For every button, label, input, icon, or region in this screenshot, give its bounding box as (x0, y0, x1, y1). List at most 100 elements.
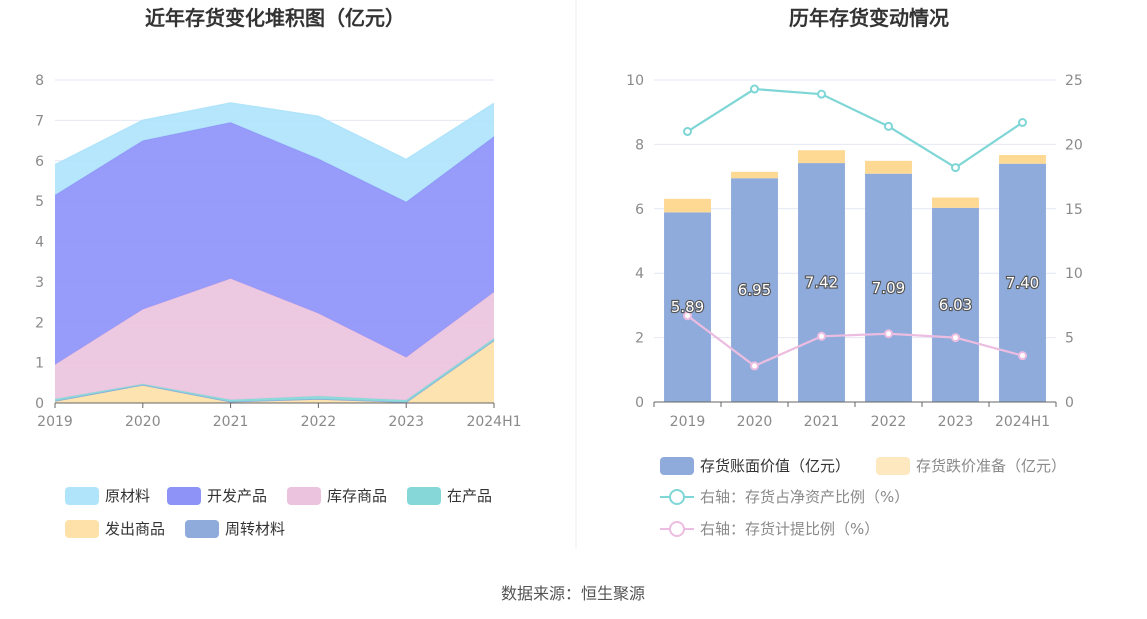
right-x-tick: 2022 (871, 414, 907, 430)
legend-swatch (876, 457, 910, 475)
right-legend: 存货账面价值（亿元） 存货跌价准备（亿元） 右轴：存货占净资产比例（%） 右轴：存货计… (660, 457, 1066, 538)
right-x-axis (653, 401, 1057, 407)
left-chart-title: 近年存货变化堆积图（亿元） (145, 6, 405, 30)
line-point-3 (884, 329, 893, 339)
line-series-2 (686, 87, 1024, 169)
right-x-tick: 2019 (670, 414, 706, 430)
left-x-tick: 2023 (388, 414, 424, 430)
bar-line-chart: 历年存货变动情况 5.89 6.95 7.42 7.09 6.03 7.40 0 2 4 6 8 1… (626, 6, 1083, 538)
right-x-tick: 2020 (737, 414, 773, 430)
right-y-ticks: 0 2 4 6 8 10 (626, 73, 644, 411)
left-x-tick: 2021 (213, 414, 249, 430)
bar-book-value (932, 207, 979, 402)
left-area-series (54, 102, 495, 403)
legend-label: 存货账面价值（亿元） (700, 457, 850, 475)
line-point-3 (1018, 351, 1027, 361)
right-y2-tick: 10 (1065, 266, 1083, 282)
right-y2-ticks: 0 5 10 15 20 25 (1065, 73, 1083, 411)
left-x-tick: 2019 (37, 414, 73, 430)
right-y-tick: 10 (626, 73, 644, 89)
left-y-tick: 0 (35, 396, 44, 412)
right-x-ticks: 2019 2020 2021 2022 2023 2024H1 (670, 414, 1050, 430)
bar-data-label: 7.09 (872, 279, 905, 297)
legend-swatch (407, 487, 441, 505)
left-y-tick: 4 (35, 235, 44, 251)
bar-impairment (798, 150, 845, 164)
source-note: 数据来源：恒生聚源 (501, 584, 645, 603)
legend-marker (669, 489, 685, 505)
bar-book-value (999, 163, 1046, 402)
legend-swatch (660, 457, 694, 475)
bar-impairment (932, 197, 979, 208)
legend-label: 右轴：存货占净资产比例（%） (700, 488, 909, 506)
line-point-2 (1018, 118, 1027, 128)
legend-swatch (287, 487, 321, 505)
line-point-3 (817, 331, 826, 341)
left-y-tick: 2 (35, 315, 44, 331)
left-y-tick: 8 (35, 73, 44, 89)
left-y-tick: 5 (35, 194, 44, 210)
right-y-tick: 2 (635, 331, 644, 347)
legend-label: 开发产品 (207, 487, 267, 505)
left-x-tick: 2024H1 (466, 414, 521, 430)
legend-swatch (65, 520, 99, 538)
area-series-4 (55, 122, 494, 365)
legend-label: 发出商品 (105, 520, 165, 538)
legend-label: 存货跌价准备（亿元） (916, 457, 1066, 475)
line-point-3 (683, 311, 692, 321)
left-y-tick: 7 (35, 113, 44, 129)
area-series-0 (55, 340, 494, 403)
legend-swatch (167, 487, 201, 505)
right-x-tick: 2023 (938, 414, 974, 430)
stacked-area-chart: 近年存货变化堆积图（亿元） 0 1 2 3 4 5 6 7 8 2019 2020 2021 2022… (35, 6, 522, 538)
left-y-tick: 3 (35, 275, 44, 291)
bar-book-value (798, 163, 845, 402)
left-x-tick: 2022 (301, 414, 337, 430)
right-y2-tick: 0 (1065, 395, 1074, 411)
right-y2-tick: 25 (1065, 73, 1083, 89)
line-point-2 (683, 127, 692, 137)
right-x-tick: 2024H1 (995, 414, 1050, 430)
left-x-tick: 2020 (125, 414, 161, 430)
legend-label: 库存商品 (327, 487, 387, 505)
right-x-tick: 2021 (804, 414, 840, 430)
legend-label: 在产品 (447, 487, 492, 505)
bar-book-value (865, 173, 912, 402)
line-point-3 (951, 333, 960, 343)
right-y2-tick: 20 (1065, 137, 1083, 153)
right-chart-title: 历年存货变动情况 (789, 6, 949, 30)
right-y-tick: 4 (635, 266, 644, 282)
line-point-2 (951, 163, 960, 173)
legend-label: 原材料 (105, 487, 150, 505)
right-gridlines (654, 79, 1056, 339)
legend-swatch (185, 520, 219, 538)
bar-data-label: 7.42 (805, 274, 838, 292)
bar-data-label: 5.89 (671, 298, 704, 316)
line-series-3 (686, 314, 1023, 368)
left-y-ticks: 0 1 2 3 4 5 6 7 8 (35, 73, 44, 412)
right-y-tick: 6 (635, 202, 644, 218)
legend-swatch (65, 487, 99, 505)
right-bar-labels: 5.89 6.95 7.42 7.09 6.03 7.40 (670, 272, 1041, 317)
bar-impairment (664, 198, 711, 213)
area-series-edge-5 (54, 102, 495, 166)
line-point-2 (817, 89, 826, 99)
line-point-3 (750, 361, 759, 371)
right-y-tick: 8 (635, 137, 644, 153)
right-lines (683, 84, 1027, 371)
line-point-2 (750, 84, 759, 94)
legend-label: 周转材料 (225, 520, 285, 538)
bar-book-value (664, 212, 711, 402)
right-y2-tick: 5 (1065, 331, 1074, 347)
area-series-3 (55, 278, 494, 401)
right-bars (664, 150, 1046, 402)
line-point-2 (884, 121, 893, 131)
right-y2-tick: 15 (1065, 202, 1083, 218)
right-y-tick: 0 (635, 395, 644, 411)
left-y-tick: 1 (35, 356, 44, 372)
legend-label: 右轴：存货计提比例（%） (700, 520, 879, 538)
bar-impairment (999, 155, 1046, 164)
bar-data-label: 7.40 (1006, 274, 1039, 292)
